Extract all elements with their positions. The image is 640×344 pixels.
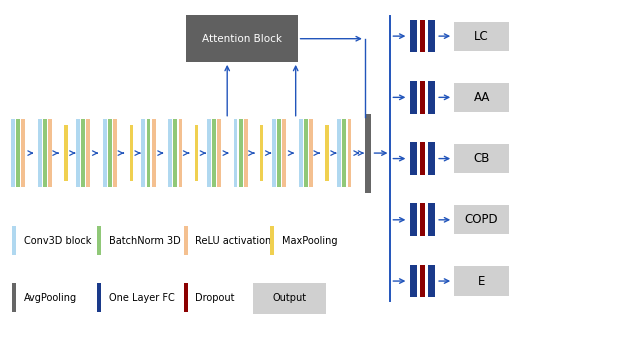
- Bar: [212, 119, 216, 187]
- Bar: [16, 119, 20, 187]
- Bar: [12, 283, 16, 312]
- Bar: [420, 204, 425, 236]
- Text: E: E: [478, 275, 485, 288]
- Bar: [299, 119, 303, 187]
- Bar: [217, 119, 221, 187]
- Bar: [348, 119, 351, 187]
- Text: One Layer FC: One Layer FC: [109, 292, 175, 303]
- Text: AA: AA: [474, 91, 490, 104]
- Bar: [454, 83, 509, 112]
- Text: Dropout: Dropout: [195, 292, 235, 303]
- Bar: [342, 119, 346, 187]
- Bar: [428, 265, 435, 297]
- Bar: [86, 119, 90, 187]
- Bar: [76, 119, 80, 187]
- Bar: [43, 119, 47, 187]
- Bar: [410, 142, 417, 175]
- Bar: [184, 226, 188, 255]
- Bar: [454, 266, 509, 295]
- Bar: [48, 119, 52, 187]
- Bar: [420, 81, 425, 114]
- Bar: [337, 119, 341, 187]
- Bar: [129, 125, 133, 181]
- Bar: [168, 119, 172, 187]
- Bar: [113, 119, 117, 187]
- Bar: [325, 125, 329, 181]
- Bar: [410, 265, 417, 297]
- Bar: [38, 119, 42, 187]
- Bar: [309, 119, 313, 187]
- Bar: [103, 119, 107, 187]
- Bar: [454, 205, 509, 235]
- Text: Conv3D block: Conv3D block: [24, 236, 91, 246]
- Bar: [147, 119, 150, 187]
- Bar: [239, 119, 243, 187]
- Bar: [260, 125, 264, 181]
- Bar: [81, 119, 85, 187]
- Bar: [244, 119, 248, 187]
- Bar: [410, 20, 417, 52]
- Bar: [365, 114, 371, 193]
- Bar: [97, 226, 101, 255]
- Text: ReLU activation: ReLU activation: [195, 236, 271, 246]
- Bar: [410, 204, 417, 236]
- Text: AvgPooling: AvgPooling: [24, 292, 77, 303]
- Bar: [428, 142, 435, 175]
- Bar: [270, 226, 274, 255]
- Bar: [152, 119, 156, 187]
- Bar: [179, 119, 182, 187]
- Text: COPD: COPD: [465, 213, 499, 226]
- Bar: [454, 144, 509, 173]
- Bar: [141, 119, 145, 187]
- Bar: [234, 119, 237, 187]
- Bar: [428, 20, 435, 52]
- Bar: [11, 119, 15, 187]
- Bar: [253, 283, 326, 314]
- Bar: [12, 226, 16, 255]
- Bar: [108, 119, 112, 187]
- Text: CB: CB: [474, 152, 490, 165]
- Bar: [173, 119, 177, 187]
- Text: MaxPooling: MaxPooling: [282, 236, 337, 246]
- Text: Output: Output: [273, 293, 307, 303]
- Text: BatchNorm 3D: BatchNorm 3D: [109, 236, 180, 246]
- Bar: [282, 119, 286, 187]
- Bar: [428, 81, 435, 114]
- Bar: [420, 265, 425, 297]
- Text: Attention Block: Attention Block: [202, 34, 282, 44]
- Bar: [410, 81, 417, 114]
- Bar: [64, 125, 68, 181]
- Bar: [304, 119, 308, 187]
- Text: LC: LC: [474, 30, 489, 43]
- Bar: [420, 142, 425, 175]
- Bar: [428, 204, 435, 236]
- Bar: [454, 21, 509, 51]
- Bar: [195, 125, 198, 181]
- Bar: [207, 119, 211, 187]
- Bar: [272, 119, 276, 187]
- Bar: [184, 283, 188, 312]
- Bar: [97, 283, 101, 312]
- Bar: [186, 15, 298, 62]
- Bar: [21, 119, 25, 187]
- Bar: [277, 119, 281, 187]
- Bar: [420, 20, 425, 52]
